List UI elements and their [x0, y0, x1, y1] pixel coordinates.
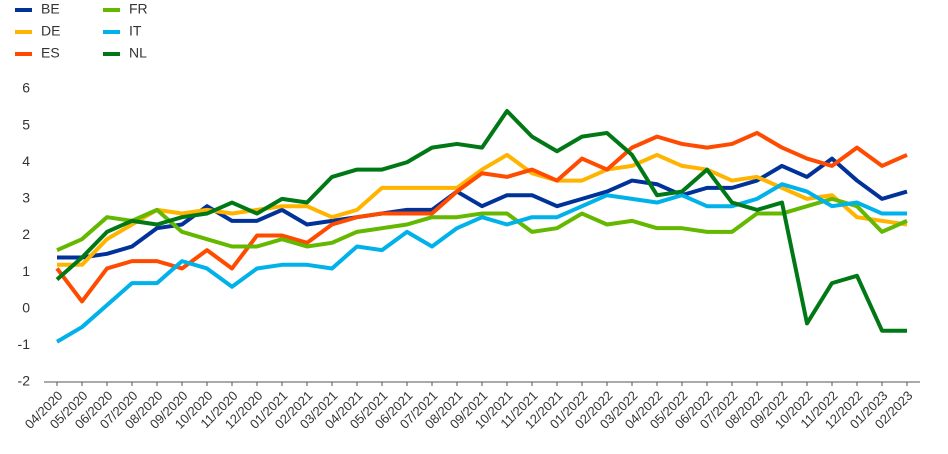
y-tick-label: 5	[22, 116, 30, 132]
y-tick-label: -2	[18, 373, 31, 389]
series-line	[56, 196, 908, 252]
series-line	[57, 152, 908, 267]
y-tick-label: -1	[18, 336, 31, 352]
series-line	[55, 130, 908, 304]
series-line	[55, 108, 907, 333]
y-tick-label: 4	[22, 153, 30, 169]
y-tick-label: 6	[22, 80, 30, 96]
y-tick-label: 1	[22, 263, 30, 279]
legend-label: ES	[41, 45, 60, 61]
y-tick-label: 0	[22, 299, 30, 315]
legend-label: IT	[129, 23, 142, 39]
y-tick-label: 2	[22, 226, 30, 242]
y-tick-label: 3	[22, 190, 30, 206]
series-line	[55, 182, 907, 344]
legend-label: DE	[41, 23, 60, 39]
legend-label: NL	[129, 45, 147, 61]
legend-label: BE	[41, 1, 60, 17]
legend-label: FR	[129, 1, 148, 17]
